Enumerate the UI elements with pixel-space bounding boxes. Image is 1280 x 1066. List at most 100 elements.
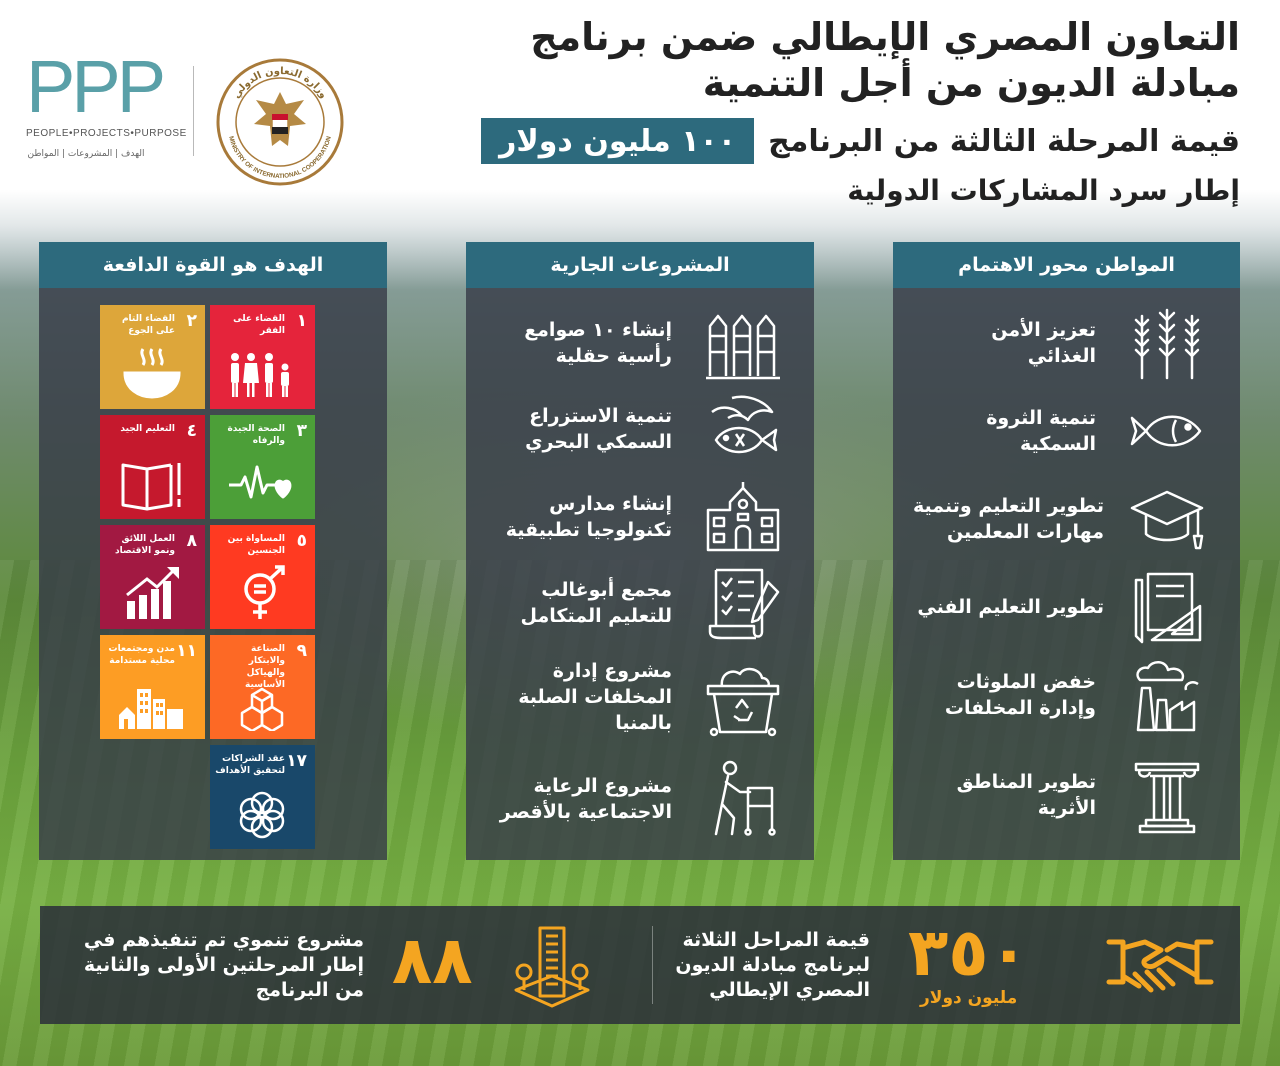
sdg-tile-3: ٣ الصحة الجيدة والرفاه bbox=[210, 415, 315, 519]
subtitle-row: قيمة المرحلة الثالثة من البرنامج ١٠٠ ملي… bbox=[340, 116, 1240, 166]
fish-icon bbox=[1126, 390, 1208, 472]
phase-amount-badge: ١٠٠ مليون دولار bbox=[481, 118, 755, 164]
citizen-item-label: تطوير التعليم وتنمية bbox=[913, 495, 1104, 517]
sdg-label: الصحة الجيدة والرفاه bbox=[227, 424, 285, 446]
citizen-item: خفض الملوثات وإدارة المخلفات bbox=[918, 654, 1208, 736]
project-item-label: تكنولوجيا تطبيقية bbox=[505, 519, 672, 541]
sdg-number: ١ bbox=[296, 311, 307, 331]
ministry-seal-logo: وزارة التعاون الدولي MINISTRY OF INTERNA… bbox=[214, 56, 346, 188]
sdg-label: القضاء التام على الجوع bbox=[121, 314, 175, 336]
citizen-item-label: تطوير التعليم الفني bbox=[917, 596, 1104, 618]
project-item-label: السمكي البحري bbox=[525, 431, 672, 453]
projects-description-line: من البرنامج bbox=[255, 979, 364, 1001]
project-item: تنمية الاستزراع السمكي البحري bbox=[484, 388, 784, 470]
citizen-item-label: السمكية bbox=[1019, 433, 1096, 455]
summary-divider bbox=[652, 926, 653, 1004]
sdg-number: ٣ bbox=[296, 421, 307, 441]
project-item-label: رأسية حقلية bbox=[555, 345, 672, 367]
project-item-label: مشروع الرعاية bbox=[533, 775, 672, 797]
total-value: ٣٥٠ bbox=[908, 914, 1029, 991]
sdg-number: ١٧ bbox=[286, 751, 307, 771]
project-item-label: مشروع إدارة bbox=[552, 660, 672, 682]
seafood-icon bbox=[702, 388, 784, 470]
citizen-item-label: الأثرية bbox=[1037, 797, 1096, 819]
growth-chart-icon bbox=[117, 565, 187, 621]
title-line-1: التعاون المصري الإيطالي ضمن برنامج bbox=[530, 15, 1240, 59]
sdg-number: ٩ bbox=[296, 641, 307, 661]
eagle-seal-icon: وزارة التعاون الدولي MINISTRY OF INTERNA… bbox=[216, 58, 344, 186]
citizen-item-label: الغذائي bbox=[1027, 345, 1096, 367]
citizen-item-label: تعزيز الأمن bbox=[991, 319, 1096, 341]
sdg-tile-9: ٩ الصناعة والابتكار والهياكل الأساسية bbox=[210, 635, 315, 739]
ppp-logo-tagline: PEOPLE•PROJECTS•PURPOSE bbox=[26, 128, 187, 139]
citizen-item: تطوير التعليم وتنمية مهارات المعلمين bbox=[908, 478, 1208, 560]
column-icon bbox=[1126, 754, 1208, 836]
sdg-tile-17: ١٧ عقد الشراكات لتحقيق الأهداف bbox=[210, 745, 315, 849]
projects-panel-title: المشروعات الجارية bbox=[466, 242, 814, 288]
sdg-label: التعليم الجيد bbox=[120, 424, 175, 434]
citizen-item: تطوير المناطق الأثرية bbox=[918, 754, 1208, 836]
citizen-item-label: تنمية الثروة bbox=[986, 407, 1096, 429]
projects-count: ٨٨ bbox=[392, 922, 473, 999]
building-icon bbox=[510, 920, 594, 1010]
citizen-item-label: خفض الملوثات bbox=[956, 671, 1096, 693]
project-item-label: إنشاء مدارس bbox=[549, 493, 672, 515]
citizen-item: تطوير التعليم الفني bbox=[908, 566, 1208, 648]
project-item: مشروع إدارة المخلفات الصلبة بالمنيا bbox=[484, 656, 784, 738]
heartbeat-icon bbox=[227, 455, 297, 511]
logo-divider bbox=[193, 66, 194, 156]
projects-panel: المشروعات الجارية إنشاء ١٠ صوامع رأسية ح… bbox=[466, 242, 814, 860]
goals-panel-title: الهدف هو القوة الدافعة bbox=[39, 242, 387, 288]
title-line-2: مبادلة الديون من أجل التنمية bbox=[702, 61, 1241, 105]
ppp-logo-letters: PPP bbox=[26, 45, 166, 128]
citizen-item: تنمية الثروة السمكية bbox=[918, 390, 1208, 472]
citizen-item-label: وإدارة المخلفات bbox=[944, 697, 1096, 719]
sdg-tile-4: ٤ التعليم الجيد bbox=[100, 415, 205, 519]
citizen-item-label: مهارات المعلمين bbox=[946, 521, 1104, 543]
citizen-item: تعزيز الأمن الغذائي bbox=[918, 302, 1208, 384]
drafting-tools-icon bbox=[1126, 566, 1208, 648]
projects-description-line: مشروع تنموي تم تنفيذهم في bbox=[83, 929, 364, 951]
sdg-number: ٨ bbox=[186, 531, 197, 551]
bowl-icon bbox=[117, 345, 187, 401]
sdg-number: ٢ bbox=[186, 311, 197, 331]
sdg-label: الصناعة والابتكار والهياكل الأساسية bbox=[245, 644, 285, 690]
gender-equality-icon bbox=[227, 565, 297, 621]
framework-title: إطار سرد المشاركات الدولية bbox=[847, 174, 1240, 207]
project-item: إنشاء ١٠ صوامع رأسية حقلية bbox=[484, 302, 784, 384]
goals-panel: الهدف هو القوة الدافعة ١ القضاء على الفق… bbox=[39, 242, 387, 860]
summary-bar: ٣٥٠ مليون دولار قيمة المراحل الثلاثة لبر… bbox=[40, 906, 1240, 1024]
sdg-number: ٥ bbox=[296, 531, 307, 551]
project-item-label: المخلفات الصلبة bbox=[518, 686, 672, 708]
school-icon bbox=[702, 476, 784, 558]
rings-icon bbox=[227, 785, 297, 841]
citizen-item-label: تطوير المناطق bbox=[956, 771, 1096, 793]
wheat-icon bbox=[1126, 302, 1208, 384]
total-unit: مليون دولار bbox=[920, 988, 1018, 1008]
project-item: مجمع أبوغالب للتعليم المتكامل bbox=[484, 562, 784, 644]
project-item: إنشاء مدارس تكنولوجيا تطبيقية bbox=[484, 476, 784, 558]
project-item-label: الاجتماعية بالأقصر bbox=[499, 801, 672, 823]
sdg-label: المساواة بين الجنسين bbox=[227, 534, 285, 556]
citizen-panel: المواطن محور الاهتمام تعزيز الأمن الغذائ… bbox=[893, 242, 1240, 860]
total-description: قيمة المراحل الثلاثة لبرنامج مبادلة الدي… bbox=[650, 928, 870, 1003]
ppp-logo-arabic: الهدف | المشروعات | المواطن bbox=[27, 149, 145, 159]
project-item-label: مجمع أبوغالب bbox=[541, 579, 672, 601]
sdg-number: ١١ bbox=[176, 641, 197, 661]
sdg-tile-5: ٥ المساواة بين الجنسين bbox=[210, 525, 315, 629]
sdg-number: ٤ bbox=[186, 421, 197, 441]
project-item-label: للتعليم المتكامل bbox=[520, 605, 672, 627]
silos-icon bbox=[702, 302, 784, 384]
project-item: مشروع الرعاية الاجتماعية بالأقصر bbox=[484, 758, 784, 840]
citizen-panel-title: المواطن محور الاهتمام bbox=[893, 242, 1240, 288]
project-item-label: تنمية الاستزراع bbox=[529, 405, 672, 427]
projects-description: مشروع تنموي تم تنفيذهم في إطار المرحلتين… bbox=[44, 928, 364, 1003]
sdg-label: عقد الشراكات لتحقيق الأهداف bbox=[215, 754, 285, 776]
project-item-label: إنشاء ١٠ صوامع bbox=[524, 319, 672, 341]
handshake-icon bbox=[1105, 930, 1215, 1002]
phase-subtitle: قيمة المرحلة الثالثة من البرنامج bbox=[768, 123, 1240, 159]
city-icon bbox=[117, 675, 187, 731]
sdg-label: القضاء على الفقر bbox=[233, 314, 285, 336]
total-description-line: قيمة المراحل الثلاثة bbox=[682, 929, 870, 951]
sdg-label: العمل اللائق ونمو الاقتصاد bbox=[114, 534, 175, 556]
